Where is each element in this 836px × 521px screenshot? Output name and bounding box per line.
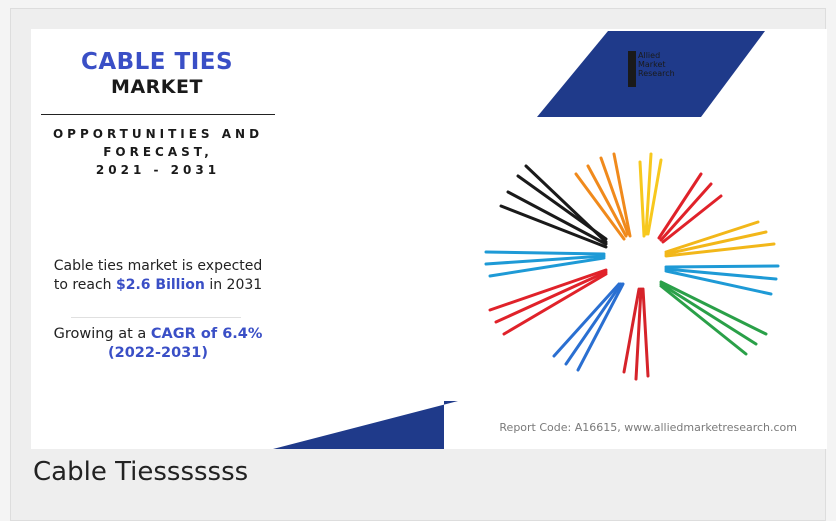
cable-ties-bundle-image [484, 152, 780, 381]
logo-icon [628, 51, 636, 87]
market-size-value: $2.6 Billion [116, 277, 205, 293]
cagr-value: CAGR of 6.4% [150, 326, 263, 342]
top-parallelogram [537, 31, 765, 117]
cagr-period: (2022-2031) [108, 345, 208, 361]
cagr-stat: Growing at a CAGR of 6.4% (2022-2031) [53, 326, 263, 361]
tie-orange [574, 152, 632, 241]
forecast-subtitle: OPPORTUNITIES AND FORECAST, 2021 - 2031 [52, 127, 264, 177]
decorative-shapes [273, 31, 765, 449]
market-title: CABLE TIES [80, 49, 234, 75]
tie-green [659, 280, 768, 356]
image-caption: Cable Tiesssssss [33, 457, 249, 487]
market-title-sub: MARKET [111, 76, 203, 98]
tie-blue [552, 282, 625, 372]
report-code: Report Code: A16615, www.alliedmarketres… [499, 421, 797, 434]
tie-black [499, 164, 608, 249]
tie-red-left [488, 268, 608, 336]
title-divider [41, 114, 275, 115]
content-card: CABLE TIES MARKET OPPORTUNITIES AND FORE… [10, 8, 827, 521]
brand-logo: Allied Market Research [628, 51, 698, 91]
tie-gold [664, 220, 776, 258]
tie-red-bottom [622, 287, 650, 381]
tie-cyan-right [664, 264, 780, 296]
market-size-stat: Cable ties market is expected to reach $… [53, 258, 263, 293]
tie-cyan-left [484, 250, 606, 278]
stat-divider [71, 317, 241, 318]
tie-yellow [638, 152, 663, 238]
tie-red-top [657, 172, 723, 244]
bottom-arrow-shape [273, 229, 458, 449]
market-infographic[interactable]: CABLE TIES MARKET OPPORTUNITIES AND FORE… [31, 29, 827, 449]
